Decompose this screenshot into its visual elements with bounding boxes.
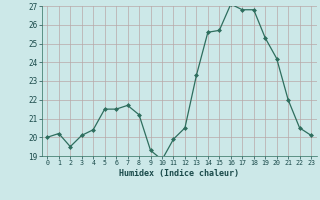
- X-axis label: Humidex (Indice chaleur): Humidex (Indice chaleur): [119, 169, 239, 178]
